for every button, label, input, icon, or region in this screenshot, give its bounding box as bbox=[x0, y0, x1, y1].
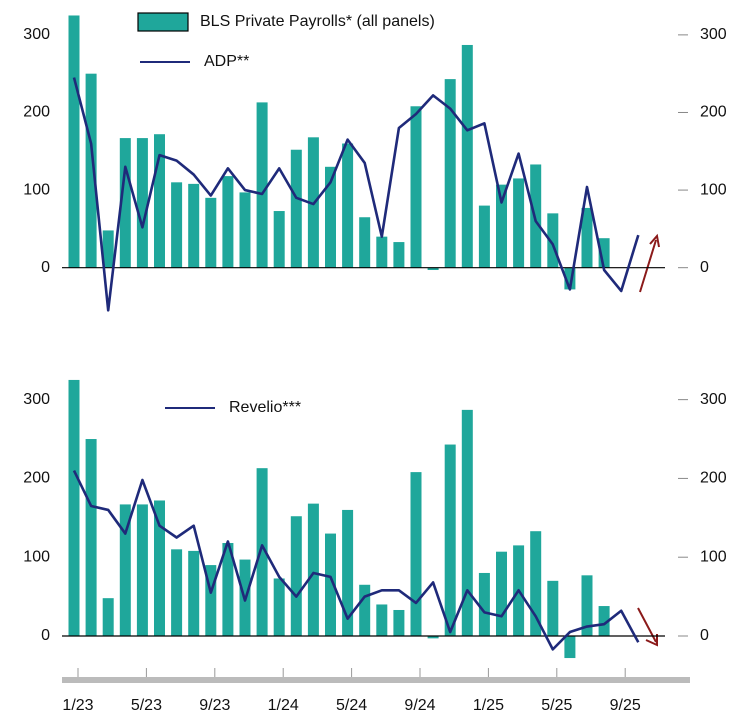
y-tick-label: 200 bbox=[23, 104, 50, 121]
x-tick-label: 1/24 bbox=[268, 697, 299, 714]
bar bbox=[513, 178, 525, 268]
down-arrow bbox=[637, 607, 658, 647]
bar bbox=[444, 444, 456, 636]
bar bbox=[136, 504, 148, 636]
y2-tick-label: 100 bbox=[700, 548, 727, 565]
y-tick-label: 300 bbox=[23, 26, 50, 43]
bar bbox=[496, 184, 507, 268]
x-tick-label: 9/23 bbox=[199, 697, 230, 714]
bar bbox=[205, 565, 217, 636]
y-tick-label: 300 bbox=[23, 391, 50, 408]
legend-label: Revelio*** bbox=[229, 399, 301, 416]
legend-label: ADP** bbox=[204, 53, 249, 70]
bar bbox=[581, 207, 593, 268]
y2-tick-label: 200 bbox=[700, 470, 727, 487]
bar bbox=[205, 197, 217, 268]
bar bbox=[547, 580, 559, 636]
bar bbox=[444, 79, 456, 268]
bar bbox=[239, 192, 251, 268]
bar bbox=[410, 472, 422, 636]
bar bbox=[427, 267, 439, 271]
bar bbox=[85, 73, 97, 268]
bar bbox=[342, 143, 354, 268]
bar bbox=[393, 242, 405, 268]
y2-tick-label: 200 bbox=[700, 104, 727, 121]
bar bbox=[547, 213, 559, 268]
bar bbox=[461, 44, 473, 268]
bar bbox=[598, 238, 610, 268]
bar bbox=[154, 134, 165, 268]
y2-tick-label: 0 bbox=[700, 627, 709, 644]
bar bbox=[256, 468, 268, 636]
bar bbox=[68, 379, 80, 636]
legend-label: BLS Private Payrolls* (all panels) bbox=[200, 13, 435, 30]
bar bbox=[171, 549, 183, 636]
y-tick-label: 0 bbox=[41, 259, 50, 276]
y2-tick-label: 100 bbox=[700, 181, 727, 198]
bar bbox=[119, 504, 131, 636]
y2-tick-label: 300 bbox=[700, 391, 727, 408]
bar bbox=[598, 606, 610, 636]
bar bbox=[119, 138, 131, 268]
up-arrow bbox=[639, 233, 660, 293]
x-tick-label: 5/23 bbox=[131, 697, 162, 714]
bar bbox=[68, 15, 80, 268]
bar bbox=[496, 551, 507, 636]
bar bbox=[273, 211, 285, 268]
y-tick-label: 100 bbox=[23, 181, 50, 198]
bar bbox=[376, 236, 388, 268]
bar bbox=[222, 176, 234, 268]
bar bbox=[273, 578, 285, 636]
bar bbox=[410, 106, 422, 268]
bar bbox=[393, 609, 405, 636]
bar bbox=[256, 102, 268, 268]
x-tick-label: 1/25 bbox=[473, 697, 504, 714]
bar bbox=[290, 149, 302, 268]
bar bbox=[564, 267, 576, 290]
bar bbox=[359, 217, 371, 268]
y-tick-label: 0 bbox=[41, 627, 50, 644]
x-tick-label: 1/23 bbox=[62, 697, 93, 714]
bar bbox=[154, 500, 165, 636]
y-tick-label: 100 bbox=[23, 548, 50, 565]
bar bbox=[359, 584, 371, 636]
bar bbox=[581, 575, 593, 636]
x-tick-label: 9/24 bbox=[404, 697, 435, 714]
bar bbox=[85, 439, 97, 636]
legend-swatch bbox=[137, 12, 189, 32]
line bbox=[72, 469, 640, 651]
x-tick-label: 9/25 bbox=[610, 697, 641, 714]
bar bbox=[427, 635, 439, 639]
bar bbox=[290, 516, 302, 636]
line bbox=[72, 77, 640, 312]
bar bbox=[564, 635, 576, 659]
x-tick-label: 5/24 bbox=[336, 697, 367, 714]
bar bbox=[478, 205, 490, 268]
bar bbox=[188, 183, 200, 268]
x-tick-label: 5/25 bbox=[541, 697, 572, 714]
y-tick-label: 200 bbox=[23, 470, 50, 487]
y2-tick-label: 0 bbox=[700, 259, 709, 276]
bar bbox=[136, 138, 148, 268]
bar bbox=[188, 550, 200, 636]
bar bbox=[102, 230, 114, 268]
bar bbox=[461, 409, 473, 636]
bar bbox=[171, 182, 183, 268]
bar bbox=[222, 543, 234, 636]
y2-tick-label: 300 bbox=[700, 26, 727, 43]
bar bbox=[530, 531, 542, 636]
bar bbox=[102, 598, 114, 636]
bar bbox=[478, 572, 490, 636]
bar bbox=[342, 509, 354, 636]
bar bbox=[376, 604, 388, 636]
bar bbox=[325, 166, 336, 268]
bar bbox=[307, 503, 319, 636]
bar bbox=[325, 533, 336, 636]
